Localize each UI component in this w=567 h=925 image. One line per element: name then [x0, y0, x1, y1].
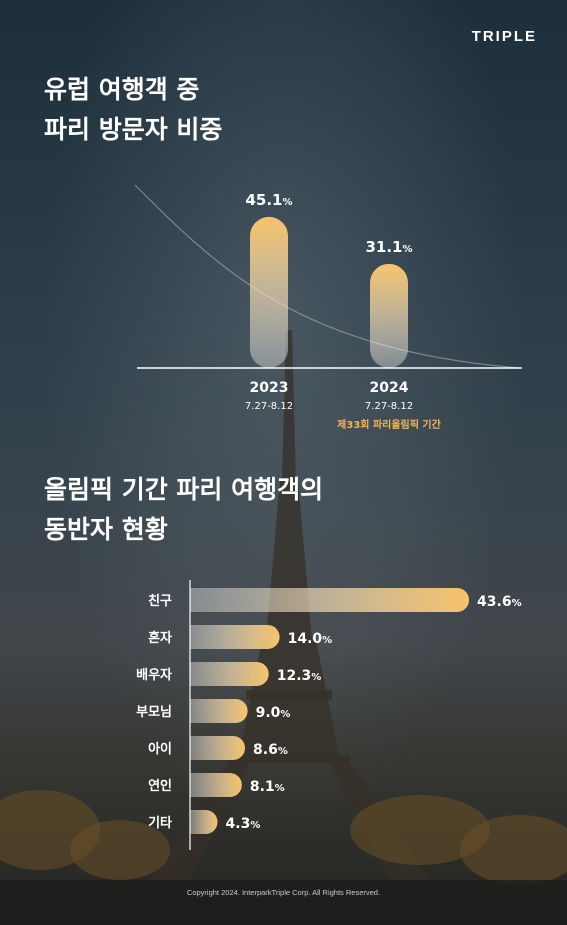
bar-4	[190, 736, 246, 760]
unit-label: %	[512, 598, 522, 609]
category-label-0: 친구	[148, 594, 172, 609]
value-label-2: 12.3%	[277, 668, 322, 684]
brand-logo: TRIPLE	[471, 28, 537, 45]
bar-5	[190, 773, 242, 797]
section2-title-line2: 동반자 현황	[44, 515, 168, 544]
category-label-2023: 2023	[250, 380, 289, 396]
bar-0	[190, 588, 470, 612]
date-range-label-2024: 7.27-8.12	[365, 401, 413, 412]
value-label-2024: 31.1%	[365, 238, 412, 256]
section1-title: 유럽 여행객 중 파리 방문자 비중	[44, 70, 222, 150]
date-range-label-2023: 7.27-8.12	[245, 401, 293, 412]
unit-label: %	[402, 244, 412, 255]
bar-1	[190, 625, 280, 649]
bar-2	[190, 662, 269, 686]
section1-title-line2: 파리 방문자 비중	[44, 115, 223, 144]
unit-label: %	[250, 820, 260, 831]
visitor-share-chart: 45.1% 2023 7.27-8.12 31.1% 2024 7.27-8.12 제33회…	[134, 184, 522, 431]
bar-3	[190, 699, 248, 723]
value-label-6: 4.3%	[226, 816, 261, 832]
unit-label: %	[282, 197, 292, 208]
unit-label: %	[311, 672, 321, 683]
companion-chart: 친구 43.6% 혼자 14.0% 배우자 12.3% 부모님 9.0% 아이 8.6% 연인 8.1…	[136, 580, 522, 850]
category-label-4: 아이	[148, 741, 172, 757]
value-label-3: 9.0%	[256, 705, 291, 721]
value-label-5: 8.1%	[250, 779, 285, 795]
bar-2023	[250, 216, 288, 368]
category-label-2: 배우자	[136, 667, 172, 683]
unit-label: %	[322, 635, 332, 646]
decorative-curve	[134, 184, 521, 369]
bar-6	[190, 810, 218, 834]
value-label-2023: 45.1%	[245, 191, 292, 209]
unit-label: %	[280, 709, 290, 720]
bar-2024	[370, 263, 408, 368]
section2-title: 올림픽 기간 파리 여행객의 동반자 현황	[44, 470, 323, 550]
unit-label: %	[278, 746, 288, 757]
value-label-1: 14.0%	[288, 631, 333, 647]
copyright-footer: Copyright 2024. InterparkTriple Corp. Al…	[186, 888, 381, 897]
category-label-5: 연인	[148, 778, 172, 794]
section1-title-line1: 유럽 여행객 중	[44, 75, 200, 104]
category-label-3: 부모님	[136, 704, 172, 720]
category-label-6: 기타	[148, 815, 172, 831]
category-label-1: 혼자	[148, 630, 172, 646]
unit-label: %	[275, 783, 285, 794]
section2-title-line1: 올림픽 기간 파리 여행객의	[44, 475, 324, 504]
value-label-0: 43.6%	[477, 594, 522, 610]
category-label-2024: 2024	[370, 380, 409, 396]
value-label-4: 8.6%	[253, 742, 288, 758]
olympic-period-annotation: 제33회 파리올림픽 기간	[337, 418, 441, 431]
